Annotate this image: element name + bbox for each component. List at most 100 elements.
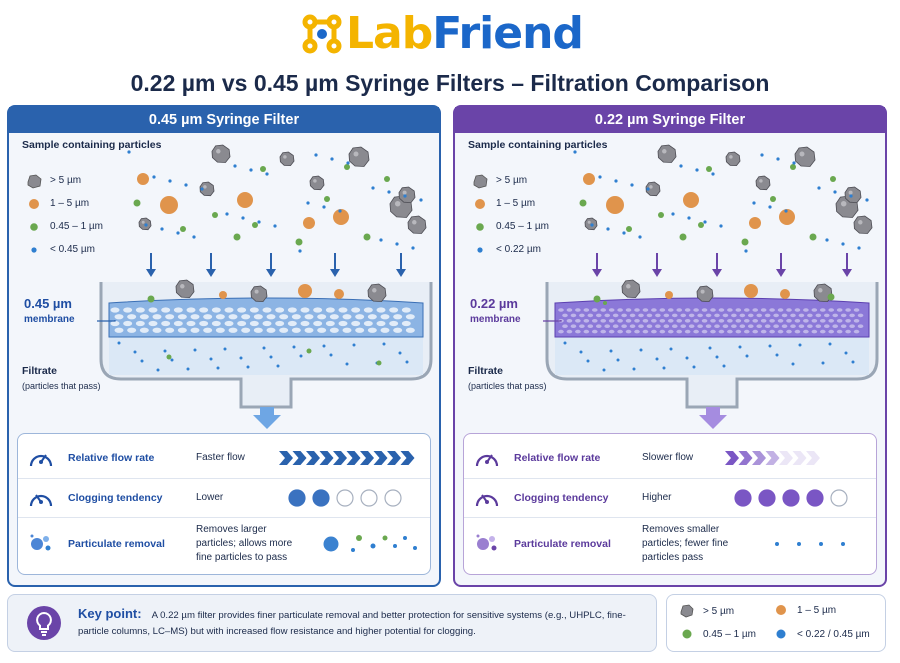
legend-orange: 1 – 5 µm — [468, 192, 549, 215]
particle — [160, 227, 164, 231]
rock-highlight — [203, 185, 207, 189]
membrane-pore — [604, 313, 611, 318]
rock-highlight — [216, 149, 221, 154]
membrane-pore — [760, 329, 767, 334]
membrane-pore — [676, 308, 683, 312]
membrane-pore — [203, 327, 213, 333]
particle — [239, 356, 243, 360]
rock-particle — [348, 146, 370, 167]
metric-removal: Particulate removal Removes smaller part… — [464, 517, 876, 569]
rock-highlight — [141, 220, 145, 224]
membrane-pore — [739, 324, 746, 328]
membrane-pore — [676, 319, 683, 323]
particle — [715, 355, 719, 359]
membrane-pore — [815, 324, 822, 328]
membrane-pore — [617, 329, 623, 334]
particle — [662, 366, 666, 370]
metric-clog: Clogging tendency Lower — [18, 478, 430, 516]
membrane-pore — [262, 320, 272, 327]
particle — [586, 359, 590, 363]
membrane-pore — [714, 324, 720, 328]
particle — [841, 242, 845, 246]
membrane-pore — [363, 320, 373, 327]
membrane-pore — [595, 313, 602, 318]
membrane-pore — [714, 313, 720, 318]
rock-particle — [645, 181, 661, 197]
membrane-pore — [718, 319, 725, 323]
particle — [768, 205, 772, 209]
particle — [708, 346, 712, 350]
membrane-pore — [123, 307, 133, 313]
key-point-box: Key point: A 0.22 µm filter provides fine… — [7, 594, 657, 652]
membrane-pore — [161, 320, 171, 327]
rock-highlight — [372, 288, 377, 293]
logo-molecule-icon — [302, 14, 342, 54]
chevron-icon — [738, 451, 753, 465]
particle — [573, 150, 577, 154]
membrane-pore — [405, 314, 415, 320]
particle — [166, 354, 172, 360]
membrane-pore — [211, 320, 221, 327]
membrane-pore — [853, 329, 860, 334]
membrane-pore — [583, 308, 590, 312]
particle — [398, 351, 402, 355]
membrane-pore — [186, 320, 196, 327]
particle — [246, 365, 250, 369]
membrane-pore — [769, 319, 775, 323]
lightbulb-icon — [27, 606, 61, 640]
membrane-pore — [389, 307, 399, 313]
membrane-pore — [367, 314, 377, 320]
membrane-pore — [743, 319, 750, 323]
membrane-pore — [646, 324, 653, 328]
chevron-icon — [279, 451, 293, 465]
membrane-pore — [262, 307, 272, 313]
membrane-pore — [241, 314, 251, 320]
particle — [849, 194, 853, 198]
membrane-pore — [317, 327, 327, 333]
membrane-pore — [114, 314, 124, 320]
clog-dot-empty — [384, 489, 402, 507]
membrane-pore — [393, 314, 403, 320]
membrane-pore — [604, 324, 611, 328]
membrane-pore — [224, 320, 234, 327]
down-arrow-head — [776, 269, 786, 277]
membrane-pore — [228, 327, 238, 333]
membrane-pore — [393, 327, 403, 333]
particle — [379, 238, 383, 242]
clog-indicator — [734, 489, 848, 507]
membrane-pore — [351, 320, 361, 327]
rock-highlight — [353, 151, 359, 157]
membrane-pore — [857, 313, 864, 318]
particle — [703, 220, 707, 224]
particle — [857, 246, 861, 250]
particle — [330, 157, 334, 161]
membrane-pore — [671, 313, 678, 318]
membrane-pore — [718, 329, 725, 334]
legend-blue: < 0.22 µm — [468, 238, 549, 261]
membrane-pore — [317, 314, 327, 320]
particle — [639, 348, 643, 352]
legend-orange: 1 – 5 µm — [22, 192, 103, 215]
membrane-pore — [203, 314, 213, 320]
particle — [579, 199, 587, 207]
particle — [403, 194, 407, 198]
membrane-pore — [705, 324, 712, 328]
membrane-pore — [671, 324, 678, 328]
outlet-arrow-shaft — [706, 407, 720, 417]
membrane-pore — [591, 319, 598, 323]
membrane-pore — [731, 313, 737, 318]
particle — [692, 365, 696, 369]
membrane-pore — [811, 329, 818, 334]
particle — [298, 249, 302, 253]
membrane-pore — [600, 308, 607, 312]
particle — [176, 231, 180, 235]
membrane-pore — [152, 314, 162, 320]
particle — [352, 343, 356, 347]
particle — [200, 187, 204, 191]
membrane-pore — [224, 307, 234, 313]
membrane-pore — [401, 307, 411, 313]
chevron-icon — [306, 451, 320, 465]
particle — [809, 233, 817, 241]
particle — [322, 344, 326, 348]
membrane-pore — [313, 320, 323, 327]
